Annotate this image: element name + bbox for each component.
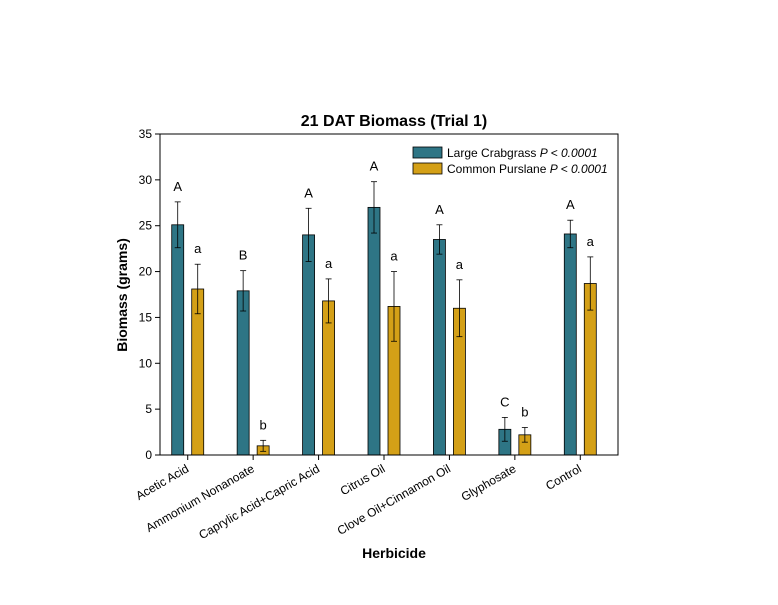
y-tick-label: 15 [139,310,153,324]
x-axis-label: Herbicide [362,545,426,561]
significance-letter: A [173,179,182,194]
significance-letter: C [500,394,509,409]
significance-letter: B [239,248,248,263]
y-tick-label: 10 [139,356,153,370]
x-tick-label-citrus-oil: Citrus Oil [338,461,388,498]
significance-letter: A [370,159,379,174]
y-tick-label: 20 [139,265,153,279]
y-tick-label: 0 [145,448,152,462]
bar-large-crabgrass-citrus-oil [367,206,381,456]
y-tick-label: 30 [139,173,153,187]
legend-swatch-large-crabgrass [412,146,443,159]
x-tick-label-clove-oil-cinnamon-oil: Clove Oil+Cinnamon Oil [335,461,453,537]
x-tick-label-glyphosate: Glyphosate [459,461,519,504]
bar-large-crabgrass-ammonium-nonanoate [236,290,250,456]
x-tick-label-control: Control [543,461,584,492]
significance-letter: a [194,241,202,256]
y-tick-label: 5 [145,402,152,416]
legend-label-large-crabgrass: Large Crabgrass P < 0.0001 [447,146,598,160]
x-tick-label-caprylic-acid-capric-acid: Caprylic Acid+Capric Acid [196,461,322,542]
bar-large-crabgrass-clove-oil-cinnamon-oil [433,239,446,456]
y-axis: 0 5 10 15 20 25 30 35 [139,127,160,462]
bar-common-purslane-caprylic-acid-capric-acid [322,300,335,456]
legend-p-value: P < 0.0001 [540,146,598,160]
bar-large-crabgrass-control [563,233,577,456]
significance-letter: b [260,417,267,432]
y-axis-label: Biomass (grams) [114,238,130,352]
legend-p-value: P < 0.0001 [550,162,608,176]
significance-letter: b [521,404,528,419]
bar-large-crabgrass-caprylic-acid-capric-acid [302,234,315,456]
plot-frame [159,133,619,456]
legend-label-common-purslane: Common Purslane P < 0.0001 [447,162,608,176]
bar-large-crabgrass-acetic-acid [171,224,185,456]
y-tick-label: 25 [139,219,153,233]
chart-title: 21 DAT Biomass (Trial 1) [301,113,487,130]
significance-letter: A [435,202,444,217]
significance-letter: A [566,197,575,212]
y-tick-label: 35 [139,127,153,141]
significance-letter: a [325,256,333,271]
significance-letter: a [587,234,595,249]
bars-group: Aa Bb Aa Aa Aa Cb Aa [171,159,597,456]
legend: Large Crabgrass P < 0.0001 Common Pursla… [412,146,608,176]
significance-letter: a [456,257,464,272]
x-tick-label-acetic-acid: Acetic Acid [133,461,191,502]
legend-series-name: Common Purslane [447,162,547,176]
legend-series-name: Large Crabgrass [447,146,536,160]
x-tick-label-ammonium-nonanoate: Ammonium Nonanoate [143,461,257,535]
legend-swatch-common-purslane [412,162,443,175]
significance-letter: A [304,185,313,200]
significance-letter: a [390,249,398,264]
